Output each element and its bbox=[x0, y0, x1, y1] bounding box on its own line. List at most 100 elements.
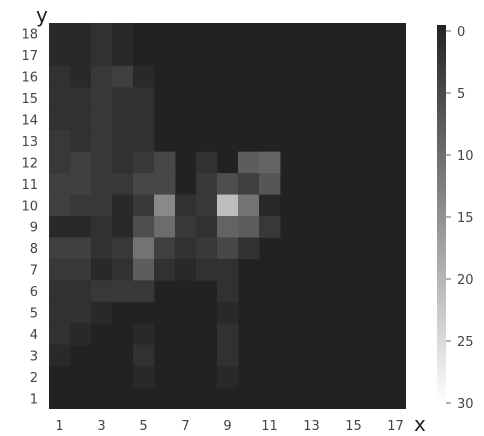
heatmap-cell bbox=[133, 108, 155, 131]
heatmap-cell bbox=[112, 258, 134, 281]
plot-area bbox=[49, 23, 406, 409]
heatmap-cell bbox=[112, 216, 134, 238]
heatmap-cell bbox=[91, 173, 113, 195]
y-tick-label: 16 bbox=[21, 71, 38, 86]
heatmap-cell bbox=[112, 87, 134, 110]
heatmap-cell bbox=[70, 151, 92, 174]
heatmap-cell bbox=[154, 237, 176, 260]
heatmap-cell bbox=[175, 237, 197, 260]
y-tick-label: 6 bbox=[30, 285, 38, 300]
heatmap-cell bbox=[70, 323, 92, 346]
heatmap-cell bbox=[70, 130, 92, 153]
colorbar-tick-label: 5 bbox=[457, 87, 465, 102]
x-tick-label: 7 bbox=[181, 419, 189, 434]
heatmap-cell bbox=[112, 280, 134, 303]
heatmap-cell bbox=[49, 344, 71, 367]
heatmap-cell bbox=[70, 280, 92, 303]
heatmap-cell bbox=[238, 173, 260, 195]
heatmap-cell bbox=[49, 108, 71, 131]
heatmap-cell bbox=[49, 151, 71, 174]
heatmap-cell bbox=[154, 173, 176, 195]
heatmap-cell bbox=[70, 258, 92, 281]
heatmap-cell bbox=[91, 280, 113, 303]
heatmap-cell bbox=[49, 258, 71, 281]
heatmap-cell bbox=[49, 323, 71, 346]
heatmap-cell bbox=[196, 237, 218, 260]
heatmap-cell bbox=[175, 216, 197, 238]
colorbar: 0 5 10 15 20 25 30 bbox=[437, 25, 474, 412]
heatmap-cell bbox=[133, 280, 155, 303]
heatmap-cell bbox=[70, 216, 92, 238]
heatmap-cell bbox=[133, 130, 155, 153]
heatmap-cell bbox=[217, 323, 239, 346]
y-tick-label: 17 bbox=[21, 49, 38, 64]
heatmap-cell bbox=[217, 344, 239, 367]
heatmap-cell bbox=[217, 194, 239, 217]
heatmap-cell bbox=[112, 151, 134, 174]
colorbar-ticks: 0 5 10 15 20 25 30 bbox=[446, 25, 474, 412]
heatmap-cell bbox=[154, 258, 176, 281]
heatmap-cell bbox=[91, 301, 113, 324]
heatmap-cell bbox=[70, 108, 92, 131]
heatmap-cell bbox=[49, 87, 71, 110]
heatmap-cell bbox=[259, 151, 281, 174]
heatmap-cell bbox=[70, 65, 92, 88]
heatmap-cell bbox=[154, 151, 176, 174]
heatmap-cell bbox=[154, 216, 176, 238]
colorbar-tick-label: 15 bbox=[457, 211, 474, 226]
heatmap-cell bbox=[238, 237, 260, 260]
heatmap-cell bbox=[154, 194, 176, 217]
y-tick-label: 5 bbox=[30, 307, 38, 322]
heatmap-cell bbox=[238, 151, 260, 174]
heatmap-cell bbox=[70, 237, 92, 260]
y-tick-label: 9 bbox=[30, 221, 38, 236]
heatmap-cell bbox=[259, 173, 281, 195]
x-tick-label: 17 bbox=[387, 419, 404, 434]
heatmap-cell bbox=[133, 323, 155, 346]
heatmap-cell bbox=[133, 344, 155, 367]
heatmap-cell bbox=[70, 44, 92, 67]
x-tick-label: 15 bbox=[345, 419, 362, 434]
colorbar-tick-label: 30 bbox=[457, 397, 474, 412]
heatmap-cell bbox=[49, 23, 71, 45]
heatmap-cell bbox=[91, 258, 113, 281]
y-tick-label: 15 bbox=[21, 92, 38, 107]
heatmap-cell bbox=[49, 216, 71, 238]
heatmap-cell bbox=[133, 173, 155, 195]
heatmap-cell bbox=[259, 216, 281, 238]
y-tick-label: 13 bbox=[21, 135, 38, 150]
y-tick-label: 3 bbox=[30, 349, 38, 364]
colorbar-tick-label: 25 bbox=[457, 335, 474, 350]
heatmap-cell bbox=[196, 173, 218, 195]
x-tick-label: 9 bbox=[223, 419, 231, 434]
heatmap-cell bbox=[91, 216, 113, 238]
y-tick-label: 14 bbox=[21, 114, 38, 129]
heatmap-cell bbox=[49, 130, 71, 153]
heatmap-cell bbox=[133, 366, 155, 388]
heatmap-cell bbox=[91, 23, 113, 45]
heatmap-cell bbox=[91, 151, 113, 174]
y-tick-label: 18 bbox=[21, 28, 38, 43]
y-tick-label: 10 bbox=[21, 199, 38, 214]
heatmap-cell bbox=[217, 216, 239, 238]
heatmap-cell bbox=[133, 65, 155, 88]
heatmap-cell bbox=[238, 216, 260, 238]
heatmap-cell bbox=[49, 194, 71, 217]
y-tick-label: 8 bbox=[30, 242, 38, 257]
heatmap-cell bbox=[49, 301, 71, 324]
heatmap-cell bbox=[259, 194, 281, 217]
colorbar-tick-label: 10 bbox=[457, 149, 474, 164]
heatmap-cell bbox=[133, 237, 155, 260]
heatmap-cell bbox=[217, 280, 239, 303]
colorbar-tick-label: 0 bbox=[457, 25, 465, 40]
heatmap-cell bbox=[217, 301, 239, 324]
y-tick-label: 7 bbox=[30, 264, 38, 279]
heatmap-cell bbox=[112, 108, 134, 131]
colorbar-gradient bbox=[437, 25, 446, 403]
heatmap-cell bbox=[91, 237, 113, 260]
y-axis-title: y bbox=[36, 3, 48, 27]
heatmap-cell bbox=[49, 65, 71, 88]
heatmap-cell bbox=[70, 301, 92, 324]
heatmap-cell bbox=[196, 216, 218, 238]
